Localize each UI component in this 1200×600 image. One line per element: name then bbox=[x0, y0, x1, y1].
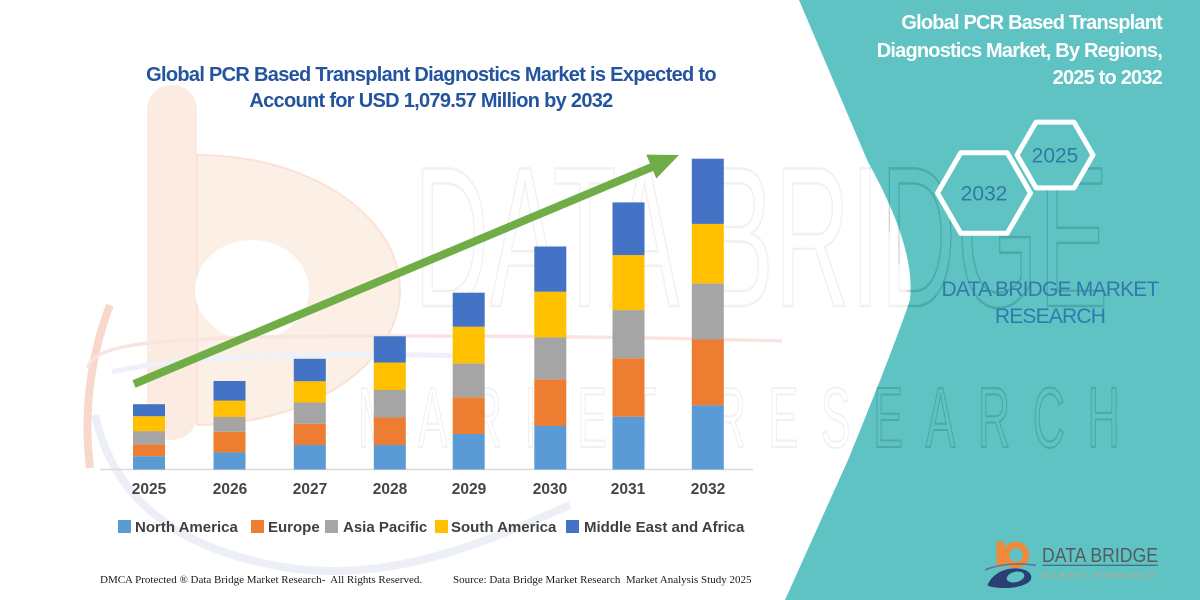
svg-text:MARKET RESEARCH: MARKET RESEARCH bbox=[1043, 573, 1155, 580]
svg-text:DATA BRIDGE: DATA BRIDGE bbox=[1042, 545, 1158, 567]
svg-text:2025: 2025 bbox=[1032, 145, 1079, 168]
svg-text:2032: 2032 bbox=[961, 183, 1008, 206]
